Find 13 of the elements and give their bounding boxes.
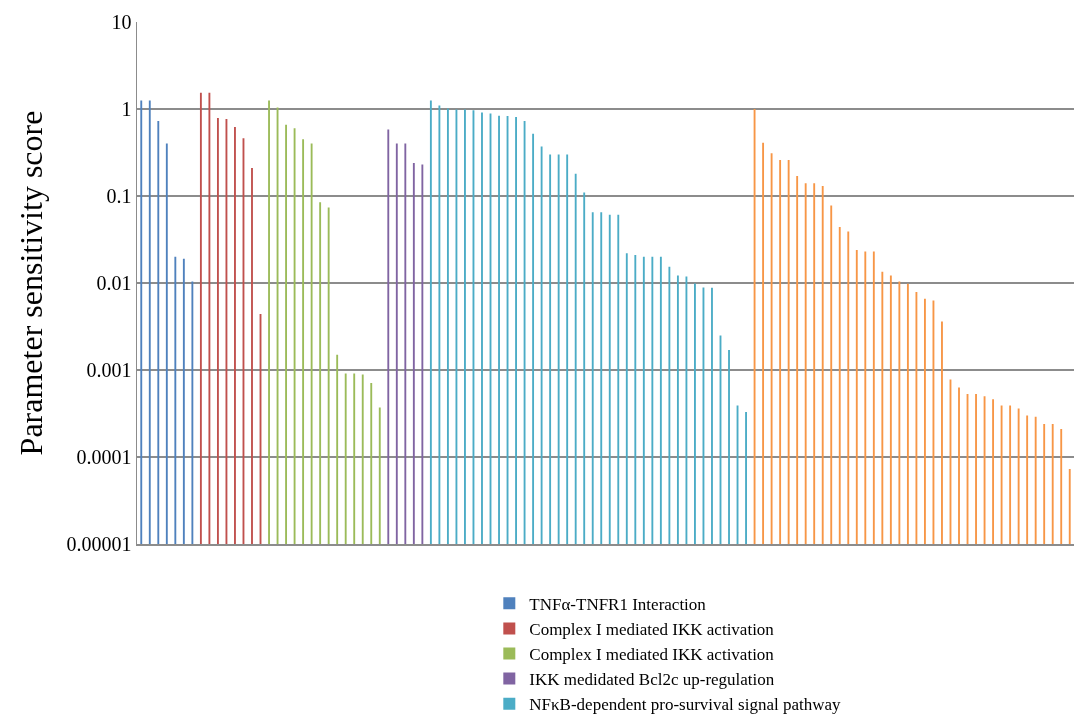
legend-label: Complex I mediated IKK activation (529, 620, 775, 640)
legend-label: NFκB-dependent pro-survival signal pathway (529, 695, 842, 715)
legend-label: IKK medidated Bcl2c up-regulation (529, 670, 775, 690)
y-tick-label: 10 (111, 11, 132, 33)
y-axis-title: Parameter sensitivity score (13, 110, 50, 456)
y-tick-label: 0.001 (86, 359, 132, 381)
y-tick-label: 1 (121, 98, 132, 120)
y-tick-label: 0.01 (96, 272, 132, 294)
y-tick-label: 0.00001 (66, 533, 132, 555)
legend-label: Complex I mediated IKK activation (529, 645, 775, 665)
y-tick-label: 0.1 (106, 185, 132, 207)
y-tick-label: 0.0001 (76, 446, 132, 468)
legend-label: TNFα-TNFR1 Interaction (529, 594, 707, 614)
